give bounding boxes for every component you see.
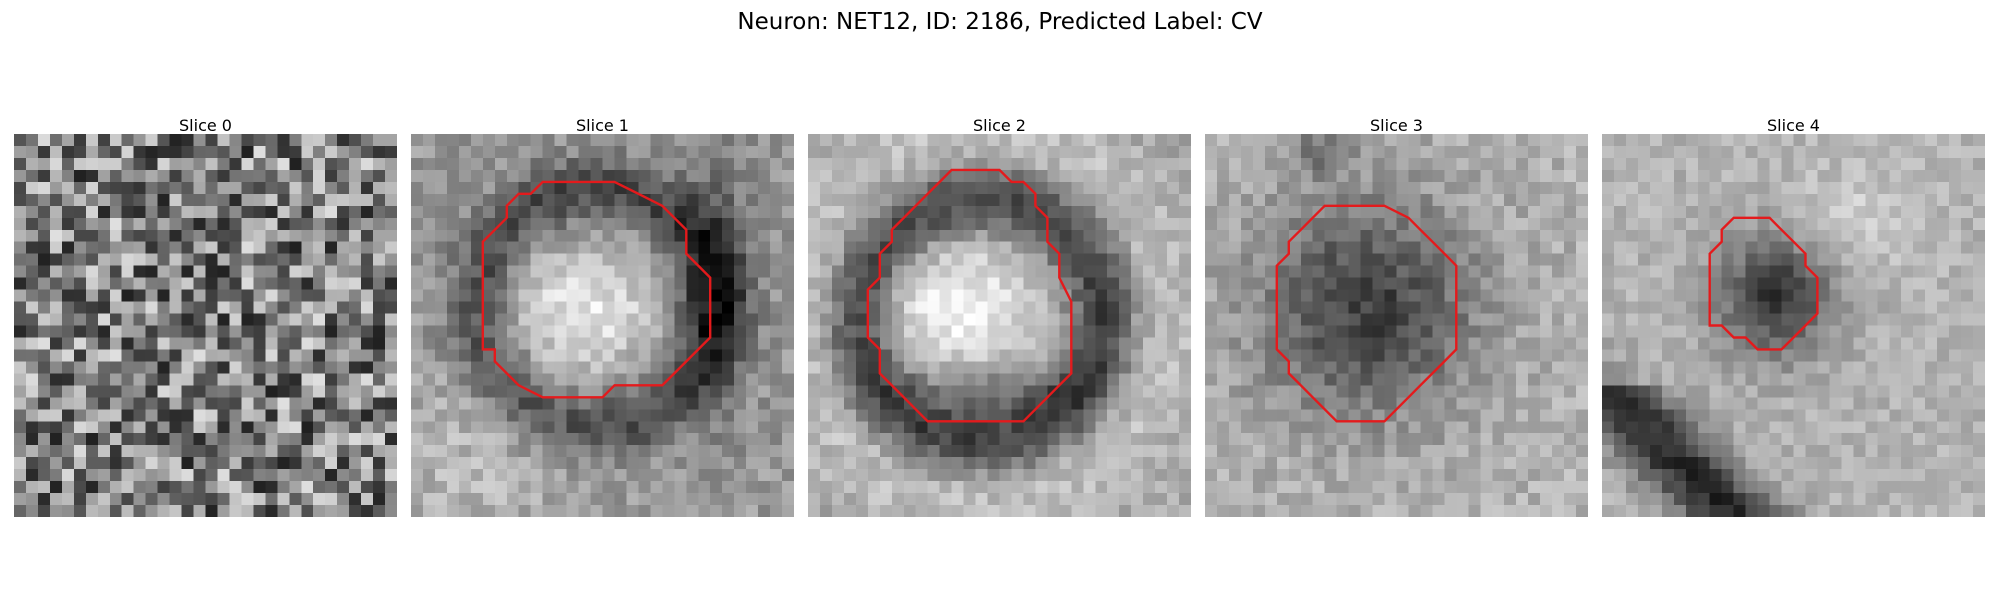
slice-title: Slice 2 <box>808 116 1191 136</box>
slice-image <box>808 134 1191 517</box>
slice-panel: Slice 4 <box>1602 116 1985 136</box>
slice-title: Slice 0 <box>14 116 397 136</box>
slice-panel: Slice 2 <box>808 116 1191 136</box>
slice-panel: Slice 0 <box>14 116 397 136</box>
slice-panel: Slice 3 <box>1205 116 1588 136</box>
slice-image <box>411 134 794 517</box>
slice-image <box>1602 134 1985 517</box>
slice-title: Slice 1 <box>411 116 794 136</box>
slice-panel: Slice 1 <box>411 116 794 136</box>
figure-title: Neuron: NET12, ID: 2186, Predicted Label… <box>0 8 2000 36</box>
slice-title: Slice 4 <box>1602 116 1985 136</box>
slice-image <box>14 134 397 517</box>
slice-title: Slice 3 <box>1205 116 1588 136</box>
slice-image <box>1205 134 1588 517</box>
